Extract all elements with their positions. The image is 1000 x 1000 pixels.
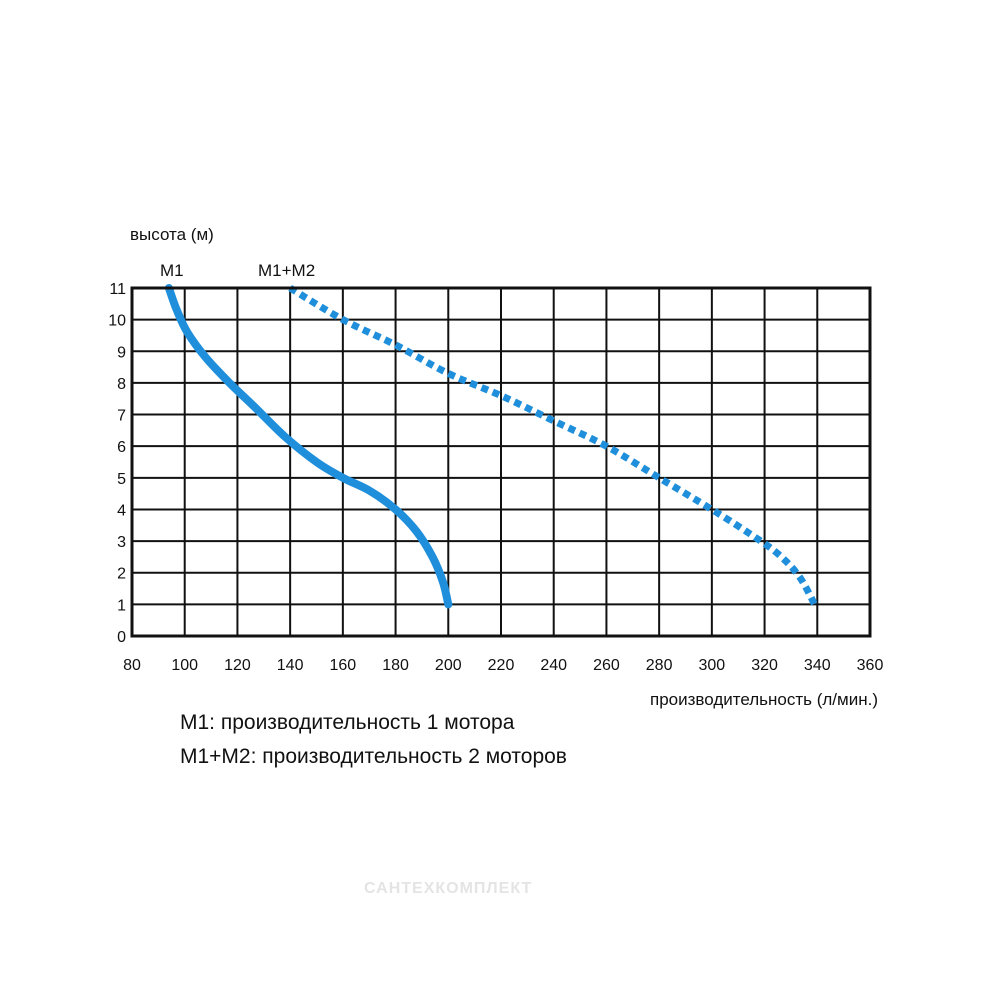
series-label-m1-m2: M1+M2 [258,261,315,280]
y-tick-label: 7 [117,408,126,425]
watermark-logo: САНТЕХКОМПЛЕКТ [364,880,533,897]
y-tick-label: 3 [117,534,126,551]
y-tick-label: 0 [117,629,126,646]
x-tick-label: 340 [804,657,831,674]
x-tick-label: 280 [646,657,673,674]
chart-series [164,284,818,609]
x-tick-label: 140 [277,657,304,674]
y-tick-label: 4 [117,502,126,519]
y-axis-label: высота (м) [130,225,214,244]
y-tick-label: 10 [108,313,126,330]
x-tick-label: 200 [435,657,462,674]
x-tick-label: 260 [593,657,620,674]
chart-grid [132,288,870,636]
x-tick-label: 220 [488,657,515,674]
chart-frame [130,286,872,638]
legend-m1: M1: производительность 1 мотора [180,711,515,734]
x-tick-label: 240 [540,657,567,674]
y-tick-label: 11 [109,281,126,298]
series-line-m1-m2 [288,285,818,607]
x-axis-label: производительность (л/мин.) [650,690,878,709]
x-tick-label: 320 [751,657,778,674]
y-tick-label: 1 [117,597,126,614]
y-tick-label: 8 [117,376,126,393]
y-tick-label: 6 [117,439,126,456]
x-tick-label: 160 [330,657,357,674]
series-label-m1: M1 [160,261,184,280]
legend-m1-m2: M1+M2: производительность 2 моторов [180,745,567,768]
series-line-m1 [164,284,453,609]
x-tick-label: 100 [171,657,198,674]
y-tick-label: 2 [117,566,126,583]
plot-frame [130,286,872,638]
x-tick-label: 80 [123,657,141,674]
x-tick-label: 360 [857,657,884,674]
chart-ticks: 80 100 120 140 160 180 200 220 240 260 280 300 320 34… [108,281,883,674]
y-tick-label: 5 [117,471,126,488]
y-tick-label: 9 [117,344,126,361]
x-tick-label: 300 [699,657,726,674]
x-tick-label: 120 [224,657,251,674]
x-tick-label: 180 [382,657,409,674]
